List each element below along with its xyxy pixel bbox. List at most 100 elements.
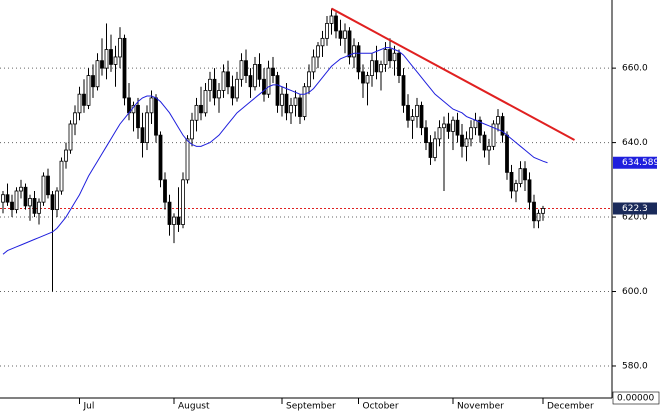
candle-body (257, 64, 262, 80)
candle-body (167, 201, 172, 225)
y-tick-label: 660.0 (622, 64, 648, 74)
candle-body (127, 97, 131, 114)
candle-body (392, 52, 397, 62)
candle-body (383, 49, 388, 65)
candle-body (226, 71, 230, 88)
candle-body (523, 168, 527, 181)
candle-body (302, 86, 307, 117)
y-tick-label: 580.0 (622, 361, 648, 371)
candle-body (289, 104, 293, 114)
candle-body (487, 145, 491, 151)
candle-body (280, 93, 284, 106)
candle-body (244, 60, 248, 76)
candle-body (262, 78, 266, 95)
candle-body (163, 179, 167, 203)
candle-body (275, 75, 280, 106)
candle-body (536, 212, 541, 222)
candle-body (298, 97, 302, 117)
candle-body (212, 78, 217, 99)
y-tick-label: 620.0 (622, 213, 648, 223)
candle-body (464, 138, 469, 147)
x-tick-label: October (363, 402, 399, 412)
y-tick-label: 640.0 (622, 138, 648, 148)
candle-body (68, 123, 73, 151)
candle-body (217, 90, 221, 99)
candle-body (221, 71, 226, 91)
candle-body (32, 198, 37, 214)
candle-body (334, 15, 338, 32)
x-tick-label: August (178, 402, 210, 412)
candle-body (28, 198, 32, 207)
candle-body (352, 45, 356, 58)
candle-body (37, 201, 41, 214)
corner-label: 0.00000 (617, 394, 654, 404)
candle-body (500, 116, 505, 136)
candle-body (437, 127, 442, 140)
candle-body (46, 175, 50, 196)
candle-body (442, 123, 446, 129)
candle-body (271, 67, 275, 76)
candle-body (235, 78, 239, 99)
candle-body (370, 60, 374, 76)
candle-body (1, 194, 5, 203)
candle-body (509, 171, 514, 192)
candle-body (50, 194, 55, 211)
candle-body (455, 119, 460, 136)
ma-tag-label: 634.589 (622, 158, 659, 168)
candle-body (338, 30, 343, 39)
candle-body (10, 201, 14, 211)
plot (0, 7, 612, 292)
candle-body (230, 86, 235, 99)
candle-body (343, 30, 347, 39)
candle-body (410, 116, 415, 121)
candle-body (433, 138, 437, 158)
x-tick-label: November (457, 402, 504, 412)
candle-body (361, 71, 365, 84)
candle-body (149, 97, 154, 114)
candle-body (284, 93, 289, 114)
candle-body (158, 134, 163, 181)
ma-tag (613, 156, 657, 169)
candle-body (253, 64, 257, 88)
corner-box (612, 391, 660, 405)
axes: 580.0 600.0 620.0 640.0 660.0 Jul August Septem… (79, 64, 660, 412)
candle-body (122, 37, 127, 99)
candle-body (473, 119, 478, 129)
candle-body (419, 104, 424, 129)
y-tick-label: 600.0 (622, 287, 648, 297)
candle-body (397, 52, 401, 76)
candle-body (109, 49, 113, 65)
x-tick-label: September (286, 402, 336, 412)
candle-body (415, 104, 419, 117)
candle-body (478, 119, 482, 136)
candle-body (86, 75, 91, 106)
candle-body (451, 119, 455, 132)
candle-body (185, 138, 190, 181)
candle-body (5, 194, 10, 203)
candle-body (356, 45, 361, 73)
candle-body (172, 216, 176, 225)
candle-body (95, 60, 100, 88)
candle-body (388, 49, 392, 62)
candle-body (64, 149, 68, 162)
candle-body (532, 201, 536, 222)
candle-body (176, 216, 181, 225)
candle-body (347, 30, 352, 58)
candle-body (118, 37, 122, 58)
candle-body (329, 15, 334, 24)
candle-body (203, 90, 208, 114)
candle-body (293, 97, 298, 106)
candle-body (100, 60, 104, 69)
candle-body (41, 175, 46, 203)
candle-body (320, 37, 325, 47)
candle-body (190, 119, 194, 140)
candle-body (248, 75, 253, 88)
candle-body (239, 60, 244, 80)
candle-body (307, 71, 311, 88)
candle-body (140, 127, 145, 143)
candle-body (73, 112, 77, 125)
candle-body (91, 75, 95, 88)
candle-body (401, 75, 406, 106)
candle-body (527, 179, 532, 203)
